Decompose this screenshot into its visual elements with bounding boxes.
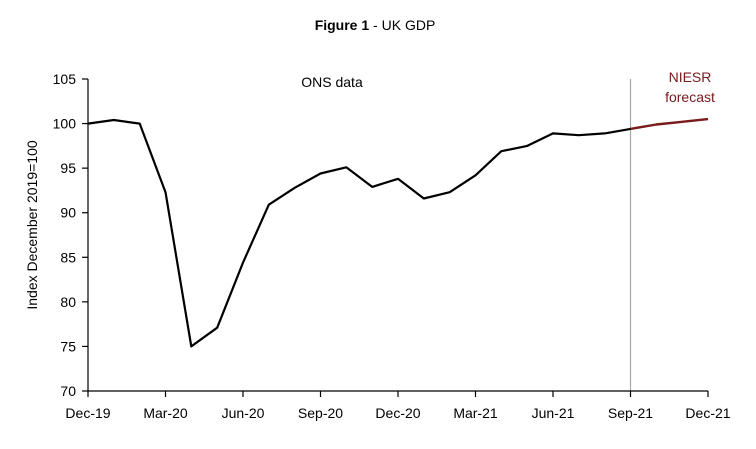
ons-data-label: ONS data xyxy=(301,74,363,90)
x-tick-label: Jun-20 xyxy=(222,405,265,421)
y-tick-label: 90 xyxy=(60,205,76,221)
chart-title-separator: - xyxy=(369,17,381,33)
chart-title-text: UK GDP xyxy=(382,17,436,33)
y-axis: 70 75 80 85 90 95 100 105 xyxy=(53,71,88,399)
chart-title: Figure 1 - UK GDP xyxy=(315,17,436,33)
ons-data-line xyxy=(87,118,631,348)
forecast-label-line2: forecast xyxy=(665,89,715,105)
forecast-label-line1: NIESR xyxy=(669,69,712,85)
y-tick-label: 95 xyxy=(60,160,76,176)
x-tick-label: Sep-21 xyxy=(608,405,653,421)
x-tick-label: Dec-20 xyxy=(375,405,420,421)
y-axis-label: Index December 2019=100 xyxy=(24,140,40,309)
y-tick-label: 70 xyxy=(60,383,76,399)
niesr-forecast-line xyxy=(630,117,709,131)
y-tick-label: 85 xyxy=(60,249,76,265)
x-tick-label: Dec-19 xyxy=(65,405,110,421)
x-axis: Dec-19 Mar-20 Jun-20 Sep-20 Dec-20 Mar-21 Jun-… xyxy=(65,391,731,421)
x-tick-label: Mar-21 xyxy=(453,405,498,421)
x-tick-label: Sep-20 xyxy=(298,405,343,421)
chart-title-prefix: Figure 1 xyxy=(315,17,370,33)
y-tick-label: 105 xyxy=(53,71,77,87)
y-tick-label: 75 xyxy=(60,338,76,354)
y-tick-label: 80 xyxy=(60,294,76,310)
x-tick-label: Dec-21 xyxy=(685,405,730,421)
x-tick-label: Jun-21 xyxy=(532,405,575,421)
y-tick-label: 100 xyxy=(53,116,77,132)
x-tick-label: Mar-20 xyxy=(143,405,188,421)
